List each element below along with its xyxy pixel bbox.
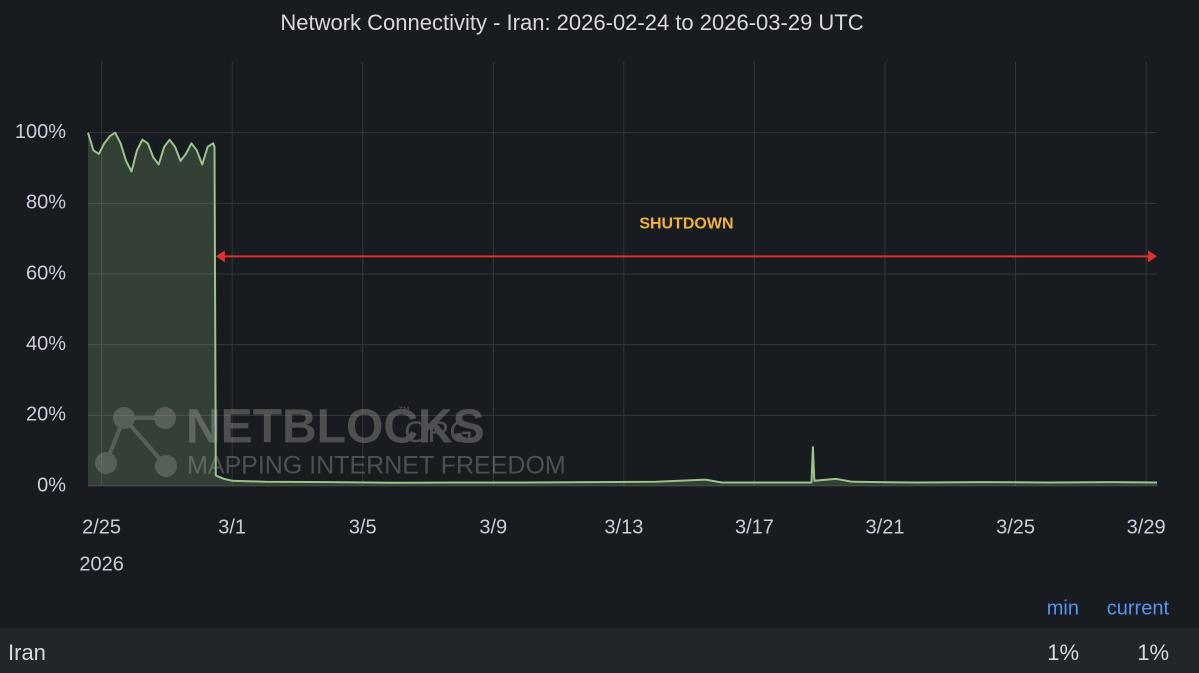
watermark-suffix: .ORG bbox=[396, 416, 473, 449]
watermark-tm: ™ bbox=[398, 404, 410, 418]
line bbox=[87, 131, 1158, 484]
legend-header: min bbox=[1047, 597, 1079, 619]
arrow-head bbox=[215, 250, 225, 263]
y-tick-label: 100% bbox=[15, 121, 66, 143]
arrow-head bbox=[1148, 250, 1157, 263]
logo-node bbox=[113, 407, 135, 429]
x-tick-label: 3/13 bbox=[604, 516, 643, 538]
y-tick-label: 0% bbox=[37, 474, 66, 496]
y-tick-label: 60% bbox=[26, 262, 66, 284]
x-tick-label: 2/25 bbox=[82, 516, 121, 538]
x-tick-label: 3/5 bbox=[349, 516, 377, 538]
x-tick-label: 3/1 bbox=[218, 516, 246, 538]
annotation-text: SHUTDOWN bbox=[639, 216, 733, 233]
x-tick-label: 3/9 bbox=[479, 516, 507, 538]
x-tick-label: 3/29 bbox=[1127, 516, 1166, 538]
logo-node bbox=[154, 407, 176, 429]
logo-node bbox=[95, 452, 117, 474]
y-tick-label: 80% bbox=[26, 192, 66, 214]
watermark-name: NETBLOCKS bbox=[186, 401, 485, 454]
x-tick-label: 3/25 bbox=[996, 516, 1035, 538]
area bbox=[88, 132, 1157, 486]
legend-value: 1% bbox=[1047, 640, 1079, 665]
watermark: NETBLOCKS ™ .ORG MAPPING INTERNET FREEDO… bbox=[95, 401, 566, 480]
x-year-label: 2026 bbox=[79, 553, 124, 575]
logo-link bbox=[104, 416, 168, 468]
x-tick-label: 3/17 bbox=[735, 516, 774, 538]
y-tick-label: 40% bbox=[26, 333, 66, 355]
legend-header: current bbox=[1107, 597, 1170, 619]
plot-area: 0% 20% 40% 60% 80% 100% 2/25 3/1 3/5 3/9 3/13 3/17 3… bbox=[15, 62, 1166, 575]
chart-title: Network Connectivity - Iran: 2026-02-24 … bbox=[280, 10, 863, 35]
x-tick-label: 3/21 bbox=[866, 516, 905, 538]
legend-series-name[interactable]: Iran bbox=[8, 640, 46, 665]
y-tick-label: 20% bbox=[26, 404, 66, 426]
legend-value: 1% bbox=[1137, 640, 1169, 665]
logo-node bbox=[155, 455, 177, 477]
legend-row bbox=[0, 628, 1199, 673]
watermark-tagline: MAPPING INTERNET FREEDOM bbox=[187, 452, 566, 480]
